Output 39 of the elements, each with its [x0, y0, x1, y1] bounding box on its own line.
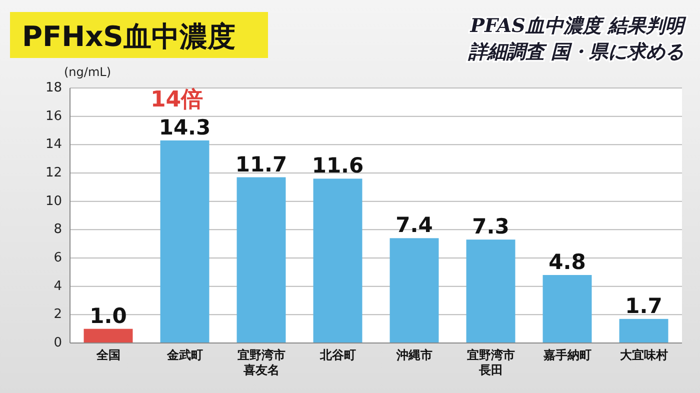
y-tick-label: 12: [45, 166, 62, 180]
chart-subtitle: PFAS血中濃度 結果判明: [469, 15, 687, 37]
bar: [160, 140, 210, 343]
x-tick-label: 全国: [95, 348, 120, 362]
x-tick-label: 金武町: [166, 348, 203, 362]
y-tick-label: 0: [54, 336, 62, 350]
x-tick-label: 宜野湾市長田: [466, 348, 515, 377]
y-tick-label: 4: [54, 278, 62, 294]
text: 詳細調査 国・県に求める: [467, 41, 684, 63]
data-label: 7.3: [472, 214, 510, 239]
x-tick-label: 北谷町: [318, 348, 356, 362]
data-label: 4.8: [548, 250, 586, 274]
bar: [619, 318, 668, 343]
data-label: 7.4: [396, 213, 433, 238]
data-label: 1.0: [90, 304, 127, 328]
y-tick-label: 8: [54, 222, 62, 238]
y-tick-label: 10: [45, 194, 62, 209]
y-tick-label: 18: [45, 80, 62, 96]
chart-title: PFHxS血中濃度: [22, 20, 236, 53]
bar: [466, 240, 516, 343]
y-tick-label: 14: [45, 137, 62, 152]
y-tick-label: 6: [54, 250, 62, 266]
data-label: 11.6: [312, 154, 364, 178]
x-tick-label: 沖縄市: [395, 348, 432, 362]
bar: [236, 177, 286, 343]
y-tick-label: 2: [54, 307, 62, 322]
bar: [390, 238, 439, 343]
y-axis-title: (ng/mL): [64, 65, 112, 79]
data-label: 1.7: [625, 294, 662, 318]
data-label: 14.3: [158, 115, 211, 140]
annotation: 14倍: [150, 87, 204, 112]
y-tick-label: 16: [45, 108, 62, 124]
x-tick-label: 宜野湾市喜友名: [237, 348, 286, 377]
bar: [542, 275, 592, 343]
bar: [313, 178, 362, 343]
bar: [84, 328, 133, 343]
x-tick-label: 大宜味村: [620, 348, 668, 362]
x-tick-label: 嘉手納町: [543, 348, 592, 362]
data-label: 11.7: [235, 152, 288, 176]
